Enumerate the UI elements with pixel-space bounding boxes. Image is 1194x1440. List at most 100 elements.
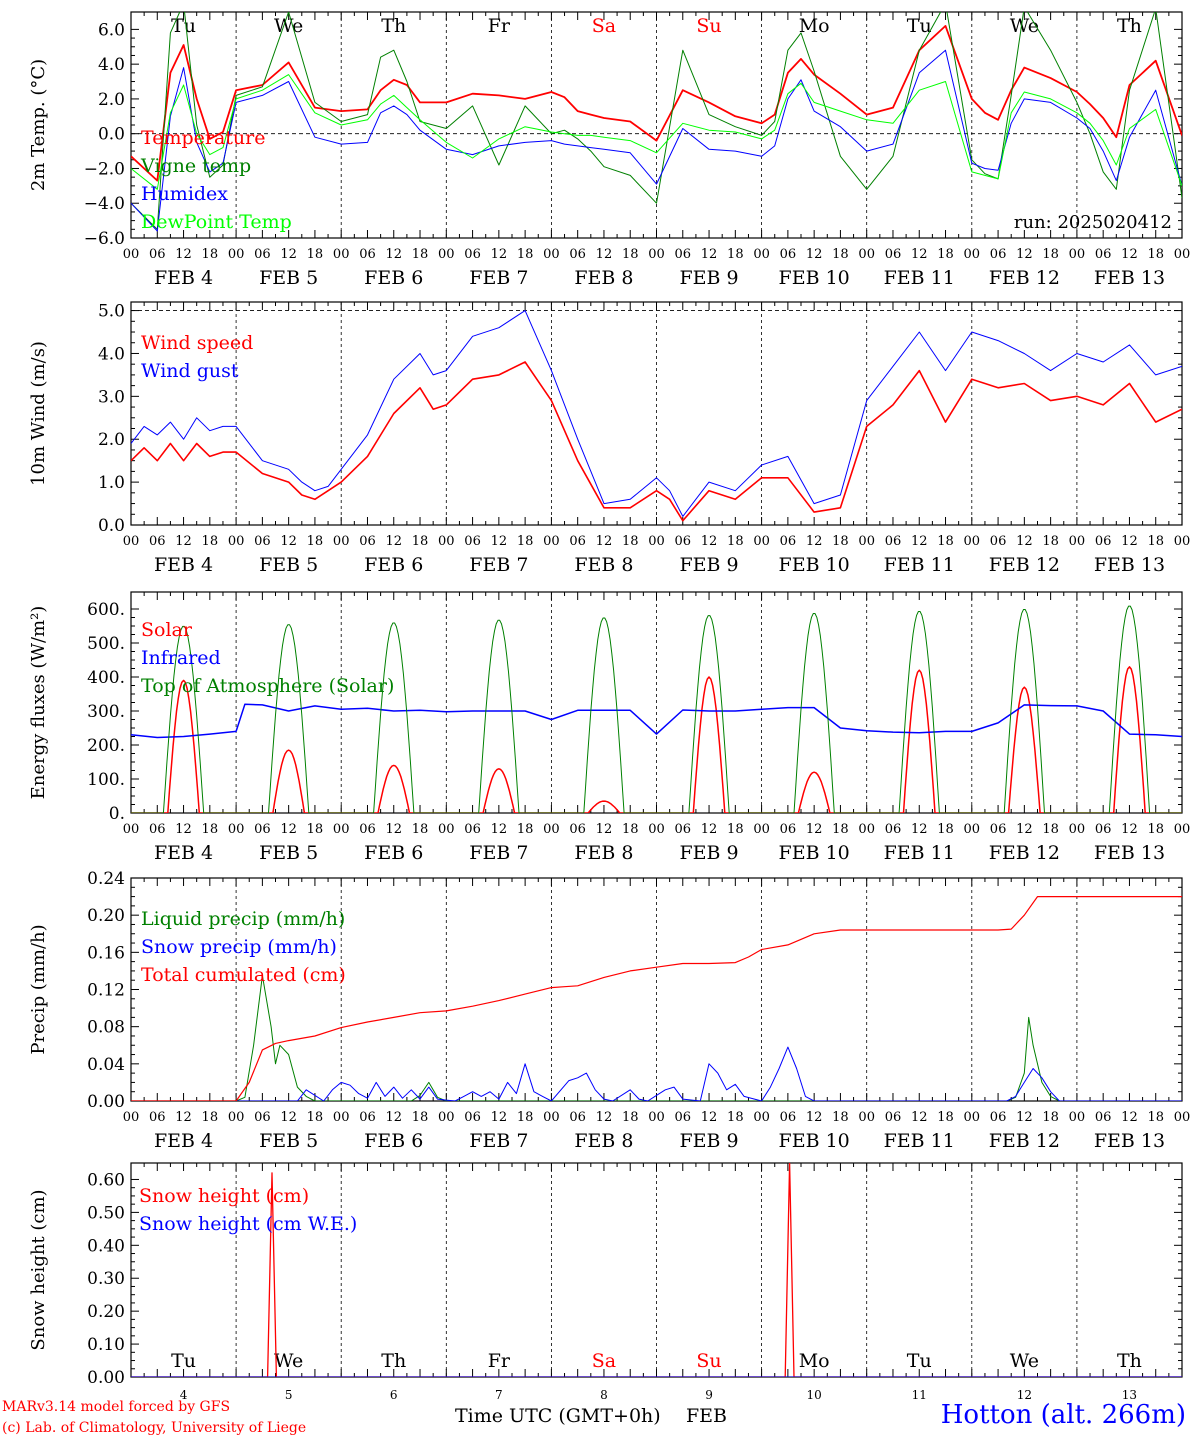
x-hour-label: 12 — [596, 1110, 613, 1125]
x-day-number: 12 — [1017, 1388, 1032, 1402]
x-hour-label: 00 — [753, 247, 770, 262]
x-date-label: FEB 11 — [884, 1130, 955, 1152]
x-hour-label: 18 — [412, 1110, 429, 1125]
y-tick-label: 6.0 — [98, 20, 125, 40]
panel-2: 0.0 1.0 2.0 3.0 4.0 5.0 10m Wind (m/s) 00 06 12 18… — [28, 301, 1190, 576]
x-day-number: 6 — [390, 1388, 398, 1402]
x-hour-label: 00 — [1174, 1110, 1191, 1125]
weekday-label: Su — [696, 15, 721, 37]
x-hour-label: 00 — [858, 1110, 875, 1125]
y-tick-label: 0.10 — [87, 1335, 125, 1355]
x-date-label: FEB 12 — [989, 1130, 1060, 1152]
x-hour-label: 18 — [727, 822, 744, 837]
y-tick-label: 0.30 — [87, 1269, 125, 1289]
y-axis-label: Snow height (cm) — [28, 1189, 49, 1350]
x-hour-label: 12 — [280, 534, 297, 549]
x-hour-label: 06 — [359, 822, 376, 837]
x-date-label: FEB 11 — [884, 554, 955, 576]
x-hour-label: 00 — [543, 534, 560, 549]
x-hour-label: 00 — [753, 534, 770, 549]
x-date-label: FEB 12 — [989, 267, 1060, 289]
x-date-label: FEB 9 — [679, 554, 738, 576]
x-date-label: FEB 13 — [1094, 842, 1165, 864]
x-hour-label: 12 — [701, 247, 718, 262]
x-hour-label: 12 — [911, 534, 928, 549]
x-date-label: FEB 13 — [1094, 554, 1165, 576]
y-tick-label: 400. — [87, 668, 125, 688]
x-hour-label: 12 — [385, 247, 402, 262]
x-date-label: FEB 9 — [679, 842, 738, 864]
x-hour-label: 06 — [464, 534, 481, 549]
x-hour-label: 06 — [149, 247, 166, 262]
x-hour-label: 00 — [964, 1110, 981, 1125]
x-hour-label: 18 — [727, 1110, 744, 1125]
weekday-label: We — [1010, 1350, 1039, 1372]
x-hour-label: 00 — [228, 247, 245, 262]
x-hour-label: 18 — [1147, 534, 1164, 549]
x-hour-label: 00 — [333, 534, 350, 549]
x-date-label: FEB 12 — [989, 842, 1060, 864]
weekday-label: Th — [1117, 1350, 1142, 1372]
x-hour-label: 00 — [858, 247, 875, 262]
series-group — [131, 310, 1182, 522]
x-hour-label: 18 — [832, 822, 849, 837]
x-date-label: FEB 4 — [154, 554, 213, 576]
x-hour-label: 00 — [1069, 822, 1086, 837]
legend-entry: Wind gust — [141, 360, 239, 382]
y-tick-label: 5.0 — [98, 302, 125, 322]
x-hour-label: 12 — [701, 822, 718, 837]
series-line-infrared — [131, 703, 1182, 739]
weekday-label: Sa — [592, 1350, 616, 1372]
x-hour-label: 12 — [1016, 1110, 1033, 1125]
x-hour-label: 06 — [149, 822, 166, 837]
x-hour-label: 06 — [780, 247, 797, 262]
y-tick-label: 0.20 — [87, 906, 125, 926]
series-group — [131, 1163, 1182, 1377]
x-hour-label: 18 — [307, 534, 324, 549]
legend-entry: DewPoint Temp — [141, 211, 292, 233]
x-hour-label: 12 — [175, 247, 192, 262]
y-tick-label: 0.0 — [98, 516, 125, 536]
series-line-top-of-atmosphere-solar- — [131, 605, 1182, 813]
x-hour-label: 00 — [964, 534, 981, 549]
legend-entry: Liquid precip (mm/h) — [141, 908, 345, 930]
x-date-label: FEB 6 — [364, 554, 423, 576]
location-label: Hotton (alt. 266m) — [940, 1400, 1186, 1430]
x-hour-label: 06 — [464, 247, 481, 262]
x-hour-label: 06 — [780, 534, 797, 549]
x-hour-label: 12 — [1121, 1110, 1138, 1125]
x-hour-label: 18 — [202, 1110, 219, 1125]
x-hour-label: 06 — [990, 247, 1007, 262]
x-hour-label: 06 — [990, 822, 1007, 837]
panel-4: 0.00 0.04 0.08 0.12 0.16 0.20 0.24 Precip (mm/h… — [28, 869, 1190, 1152]
series-line-snow-height-cm- — [131, 1163, 1182, 1377]
x-hour-label: 18 — [727, 534, 744, 549]
y-tick-label: 0.60 — [87, 1170, 125, 1190]
legend-entry: Snow precip (mm/h) — [141, 936, 337, 958]
y-tick-label: 1.0 — [98, 473, 125, 493]
x-hour-label: 12 — [175, 1110, 192, 1125]
x-day-number: 7 — [495, 1388, 503, 1402]
x-hour-label: 12 — [911, 1110, 928, 1125]
x-date-label: FEB 6 — [364, 267, 423, 289]
x-hour-label: 18 — [1042, 1110, 1059, 1125]
weekday-label: Th — [381, 1350, 406, 1372]
x-hour-label: 12 — [385, 1110, 402, 1125]
series-line-wind-gust — [131, 310, 1182, 517]
legend-entry: Snow height (cm W.E.) — [139, 1213, 357, 1235]
x-date-label: FEB 6 — [364, 1130, 423, 1152]
x-hour-label: 12 — [491, 534, 508, 549]
y-tick-label: 2.0 — [98, 430, 125, 450]
x-hour-label: 00 — [123, 1110, 140, 1125]
x-hour-label: 18 — [517, 1110, 534, 1125]
x-hour-label: 00 — [1174, 822, 1191, 837]
y-tick-label: 4.0 — [98, 55, 125, 75]
x-hour-label: 18 — [202, 534, 219, 549]
x-hour-label: 00 — [333, 822, 350, 837]
x-hour-label: 12 — [806, 822, 823, 837]
x-hour-label: 00 — [123, 534, 140, 549]
x-hour-label: 06 — [885, 822, 902, 837]
x-hour-label: 12 — [280, 247, 297, 262]
x-day-number: 9 — [705, 1388, 713, 1402]
